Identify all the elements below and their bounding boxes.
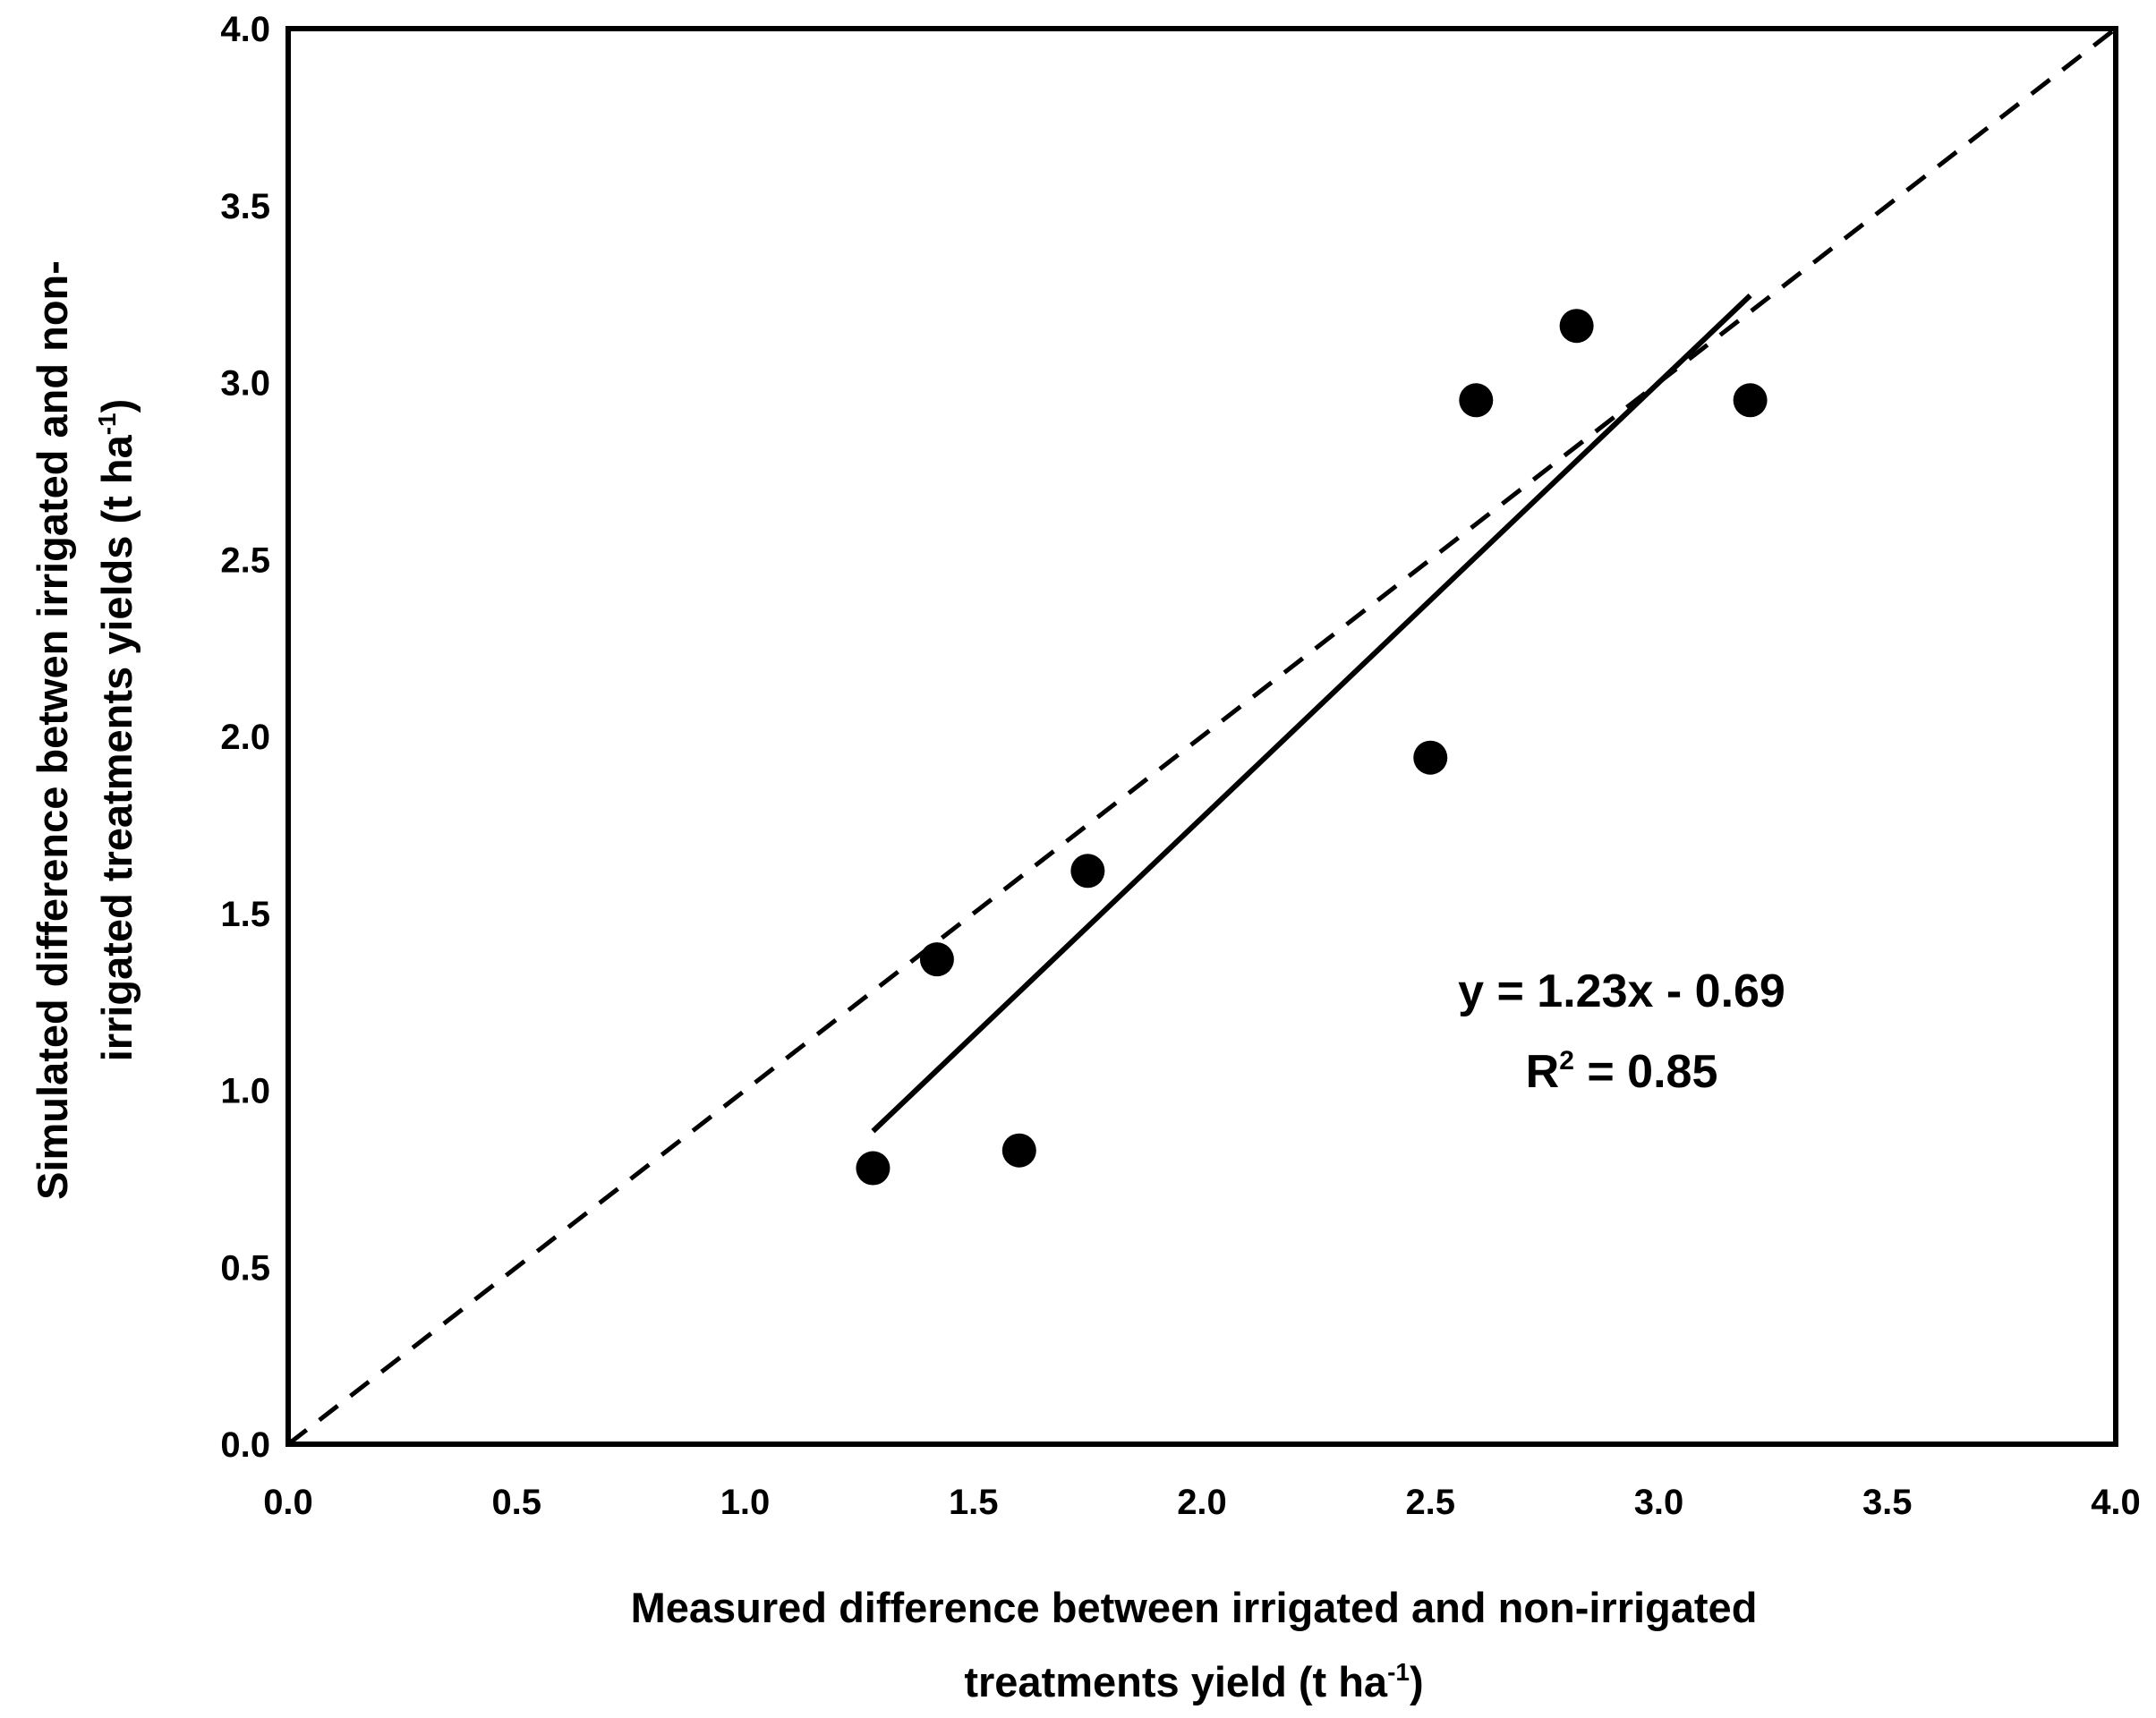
x-tick-label: 4.0 — [2091, 1483, 2141, 1522]
one-to-one-dashed-line — [286, 27, 2118, 1446]
y-tick-label: 0.0 — [220, 1425, 270, 1465]
y-tick-label: 1.5 — [220, 895, 270, 934]
y-tick-label: 2.0 — [220, 718, 270, 757]
x-axis-title-line-2-text: treatments yield (t ha — [964, 1658, 1388, 1705]
r-squared-label: R2 = 0.85 — [1526, 1046, 1718, 1098]
data-point-6 — [1459, 383, 1494, 418]
x-tick-label: 1.5 — [949, 1483, 999, 1522]
y-tick-label: 2.5 — [220, 540, 270, 580]
regression-trendline — [871, 293, 1752, 1134]
plot-frame — [285, 26, 2118, 1447]
data-point-4 — [1070, 854, 1105, 889]
r2-letter: R — [1526, 1046, 1560, 1098]
y-axis-title-line-1: Simulated difference betwen irrigated an… — [29, 260, 76, 1200]
x-tick-label: 2.5 — [1405, 1483, 1455, 1522]
x-tick-label: 3.5 — [1862, 1483, 1913, 1522]
y-axis-title-suffix: ) — [93, 399, 141, 413]
data-point-2 — [919, 942, 954, 977]
r2-value: = 0.85 — [1574, 1046, 1717, 1098]
x-tick-label: 2.0 — [1177, 1483, 1227, 1522]
data-point-5 — [1413, 740, 1448, 775]
y-axis-title-line-2: irrigated treatments yields (t ha-1) — [93, 399, 141, 1062]
data-point-3 — [1001, 1133, 1036, 1168]
x-axis-title-superscript: -1 — [1387, 1658, 1410, 1686]
regression-equation: y = 1.23x - 0.69 — [1458, 965, 1785, 1017]
data-point-7 — [1559, 309, 1594, 344]
y-axis-title-superscript: -1 — [93, 412, 121, 435]
y-tick-label: 0.5 — [220, 1248, 270, 1288]
x-tick-label: 1.0 — [720, 1483, 771, 1522]
x-tick-label: 0.5 — [491, 1483, 541, 1522]
x-axis-title-line-1: Measured difference between irrigated an… — [631, 1584, 1758, 1631]
x-tick-label: 0.0 — [263, 1483, 313, 1522]
data-point-1 — [856, 1151, 891, 1186]
x-axis-title-line-2: treatments yield (t ha-1) — [964, 1658, 1423, 1705]
data-point-8 — [1733, 383, 1768, 418]
y-tick-label: 3.0 — [220, 364, 270, 404]
y-tick-label: 3.5 — [220, 187, 270, 226]
r2-superscript: 2 — [1559, 1046, 1574, 1076]
y-tick-label: 4.0 — [220, 10, 270, 49]
x-axis-title-suffix: ) — [1410, 1658, 1424, 1705]
y-axis-title-line-2-text: irrigated treatments yields (t ha — [93, 434, 141, 1061]
y-tick-label: 1.0 — [220, 1072, 270, 1111]
x-tick-label: 3.0 — [1634, 1483, 1684, 1522]
